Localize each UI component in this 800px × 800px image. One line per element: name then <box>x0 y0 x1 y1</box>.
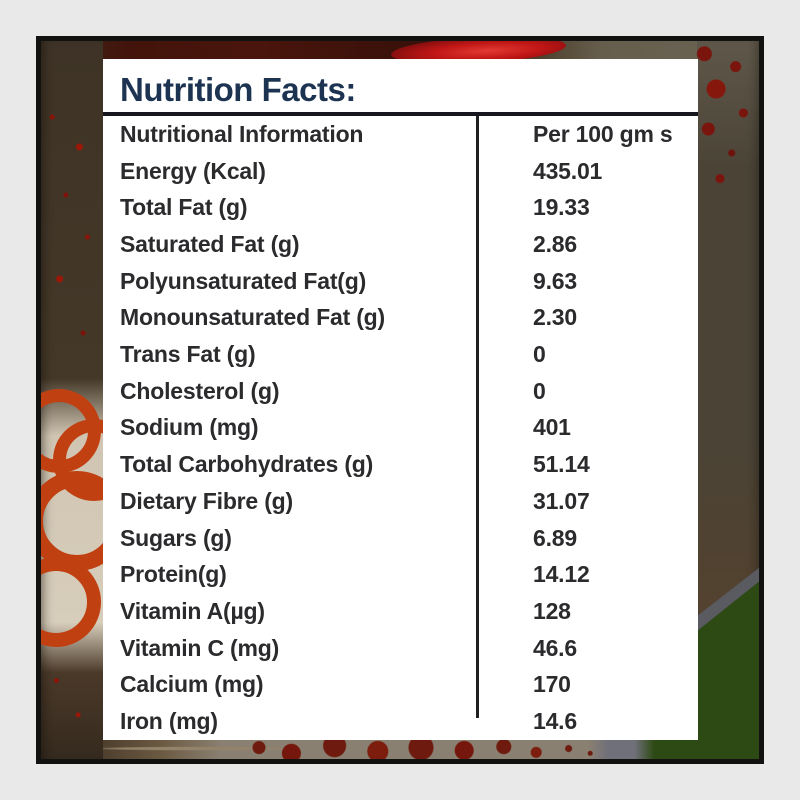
table-row: Cholesterol (g) 0 <box>103 373 698 410</box>
nutrient-name: Cholesterol (g) <box>120 377 280 404</box>
header-amount-column: Per 100 gm s <box>533 120 673 147</box>
nutrient-amount: 46.6 <box>533 634 577 661</box>
nutrient-name: Sugars (g) <box>120 524 232 551</box>
nutrient-name: Trans Fat (g) <box>120 341 256 368</box>
nutrient-amount: 31.07 <box>533 487 590 514</box>
table-row: Iron (mg) 14.6 <box>103 703 698 740</box>
nutrient-name: Total Fat (g) <box>120 194 248 221</box>
nutrient-name: Polyunsaturated Fat(g) <box>120 267 367 294</box>
table-row: Vitamin A(µg) 128 <box>103 593 698 630</box>
table-row: Total Carbohydrates (g) 51.14 <box>103 446 698 483</box>
header-nutrient-column: Nutritional Information <box>120 120 364 147</box>
packaging-frame: Nutrition Facts: Nutritional Information… <box>36 36 764 764</box>
title-underline <box>103 112 698 116</box>
nutrient-name: Total Carbohydrates (g) <box>120 451 374 478</box>
nutrient-name: Vitamin C (mg) <box>120 634 280 661</box>
panel-title: Nutrition Facts: <box>120 71 356 108</box>
table-header-row: Nutritional Information Per 100 gm s <box>103 116 698 153</box>
nutrient-name: Iron (mg) <box>120 708 218 735</box>
splatter-dots-left-bottom <box>41 661 103 759</box>
splatter-dots-left <box>41 81 103 381</box>
nutrient-amount: 2.30 <box>533 304 577 331</box>
splatter-blobs-bottom <box>241 740 601 759</box>
nutrient-name: Dietary Fibre (g) <box>120 487 293 514</box>
nutrient-amount: 0 <box>533 377 546 404</box>
nutrient-amount: 9.63 <box>533 267 577 294</box>
table-row: Vitamin C (mg) 46.6 <box>103 630 698 667</box>
table-row: Protein(g) 14.12 <box>103 556 698 593</box>
packaging-art: Nutrition Facts: Nutritional Information… <box>41 41 759 759</box>
nutrient-amount: 128 <box>533 597 571 624</box>
column-divider <box>476 116 479 718</box>
nutrient-amount: 19.33 <box>533 194 590 221</box>
nutrient-name: Vitamin A(µg) <box>120 597 265 624</box>
table-row: Calcium (mg) 170 <box>103 667 698 704</box>
nutrient-name: Protein(g) <box>120 561 227 588</box>
nutrient-amount: 14.6 <box>533 708 577 735</box>
nutrient-amount: 14.12 <box>533 561 590 588</box>
nutrition-table: Nutritional Information Per 100 gm s Ene… <box>103 116 698 740</box>
nutrient-amount: 2.86 <box>533 230 577 257</box>
table-row: Sugars (g) 6.89 <box>103 520 698 557</box>
nutrient-name: Monounsaturated Fat (g) <box>120 304 385 331</box>
table-row: Polyunsaturated Fat(g) 9.63 <box>103 263 698 300</box>
table-row: Total Fat (g) 19.33 <box>103 189 698 226</box>
nutrient-name: Sodium (mg) <box>120 414 259 441</box>
nutrition-facts-panel: Nutrition Facts: Nutritional Information… <box>103 59 698 740</box>
nutrient-amount: 6.89 <box>533 524 577 551</box>
table-row: Sodium (mg) 401 <box>103 410 698 447</box>
title-block: Nutrition Facts: <box>103 59 698 112</box>
nutrient-name: Calcium (mg) <box>120 671 264 698</box>
nutrient-name: Saturated Fat (g) <box>120 230 300 257</box>
table-row: Saturated Fat (g) 2.86 <box>103 226 698 263</box>
nutrient-name: Energy (Kcal) <box>120 157 266 184</box>
nutrient-amount: 401 <box>533 414 571 441</box>
nutrient-amount: 170 <box>533 671 571 698</box>
nutrient-amount: 51.14 <box>533 451 590 478</box>
table-row: Trans Fat (g) 0 <box>103 336 698 373</box>
table-row: Energy (Kcal) 435.01 <box>103 153 698 190</box>
nutrient-amount: 0 <box>533 341 546 368</box>
nutrient-amount: 435.01 <box>533 157 603 184</box>
table-row: Dietary Fibre (g) 31.07 <box>103 483 698 520</box>
table-row: Monounsaturated Fat (g) 2.30 <box>103 300 698 337</box>
